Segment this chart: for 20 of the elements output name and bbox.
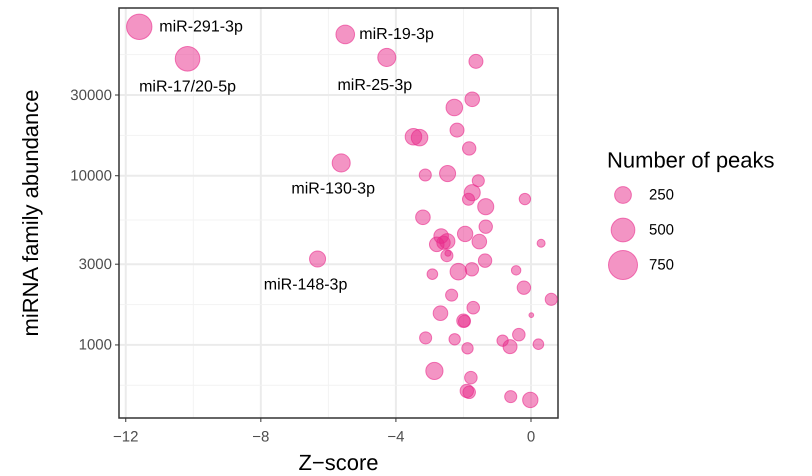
legend-title: Number of peaks	[607, 148, 775, 172]
y-axis-title: miRNA family abundance	[18, 89, 43, 337]
annotation: miR-19-3p	[359, 26, 434, 43]
y-tick-label: 3000	[78, 256, 112, 273]
x-axis-title: Z−score	[298, 450, 379, 475]
y-tick-label: 10000	[70, 168, 112, 185]
annotation: miR-25-3p	[337, 76, 412, 94]
y-tick-label: 1000	[78, 336, 112, 354]
legend-label: 500	[649, 222, 674, 238]
legend-label: 250	[649, 186, 674, 204]
y-tick-label: 30000	[70, 86, 112, 104]
x-tick-label: −8	[252, 428, 270, 446]
annotation: miR-291-3p	[159, 18, 243, 36]
legend-label: 750	[649, 256, 674, 274]
x-tick-label: −12	[113, 428, 138, 446]
annotation: miR-17/20-5p	[139, 78, 236, 96]
annotation: miR-148-3p	[264, 276, 348, 294]
x-tick-label: 0	[526, 428, 536, 446]
x-tick-label: −4	[387, 428, 404, 446]
annotation: miR-130-3p	[291, 180, 376, 198]
